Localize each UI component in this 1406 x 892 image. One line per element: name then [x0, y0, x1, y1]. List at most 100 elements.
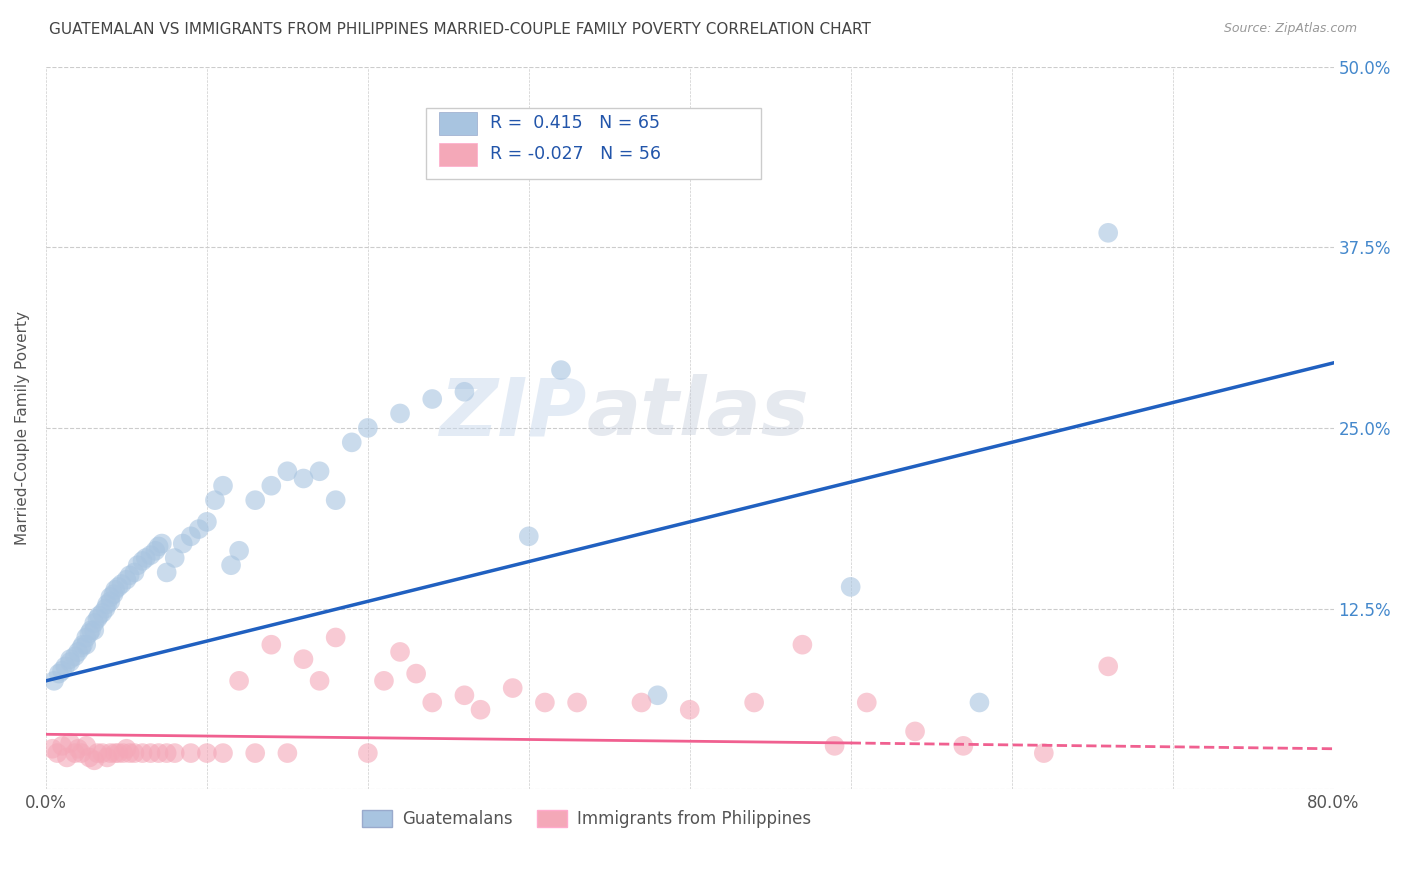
Point — [550, 363, 572, 377]
Point — [470, 703, 492, 717]
Point — [107, 580, 129, 594]
Point — [104, 746, 127, 760]
FancyBboxPatch shape — [439, 112, 477, 135]
Point — [534, 696, 557, 710]
Point — [195, 746, 218, 760]
Point — [340, 435, 363, 450]
Point — [112, 746, 135, 760]
Point — [630, 696, 652, 710]
Point — [212, 746, 235, 760]
Point — [148, 540, 170, 554]
Point — [357, 421, 380, 435]
Point — [139, 548, 162, 562]
Point — [87, 608, 110, 623]
Point — [517, 529, 540, 543]
Point — [83, 615, 105, 630]
Point — [502, 681, 524, 695]
Point — [292, 652, 315, 666]
Point — [70, 746, 93, 760]
Point — [276, 746, 298, 760]
Point — [453, 384, 475, 399]
Point — [163, 551, 186, 566]
Point — [131, 554, 153, 568]
Point — [219, 558, 242, 573]
FancyBboxPatch shape — [426, 108, 761, 178]
Point — [98, 590, 121, 604]
Point — [135, 551, 157, 566]
Point — [75, 739, 97, 753]
Point — [228, 673, 250, 688]
Point — [53, 659, 76, 673]
Point — [59, 736, 82, 750]
Legend: Guatemalans, Immigrants from Philippines: Guatemalans, Immigrants from Philippines — [356, 804, 818, 835]
Point — [420, 696, 443, 710]
Point — [195, 515, 218, 529]
Point — [172, 536, 194, 550]
Text: ZIP: ZIP — [439, 375, 586, 452]
Point — [75, 638, 97, 652]
Point — [103, 587, 125, 601]
Point — [276, 464, 298, 478]
Point — [1032, 746, 1054, 760]
Point — [145, 543, 167, 558]
Point — [41, 741, 63, 756]
Point — [204, 493, 226, 508]
Point — [228, 543, 250, 558]
Point — [98, 594, 121, 608]
Point — [260, 638, 283, 652]
Point — [150, 536, 173, 550]
Point — [67, 741, 90, 756]
Point — [118, 746, 141, 760]
Point — [91, 606, 114, 620]
Point — [308, 464, 330, 478]
Point — [48, 666, 70, 681]
Point — [124, 746, 146, 760]
Point — [96, 597, 118, 611]
Point — [292, 471, 315, 485]
Point — [245, 493, 267, 508]
Point — [118, 568, 141, 582]
Point — [59, 655, 82, 669]
Point — [389, 407, 412, 421]
Text: atlas: atlas — [586, 375, 810, 452]
Point — [453, 688, 475, 702]
Point — [107, 746, 129, 760]
Point — [1097, 659, 1119, 673]
Point — [855, 696, 877, 710]
Point — [79, 626, 101, 640]
Point — [792, 638, 814, 652]
Point — [156, 746, 179, 760]
Y-axis label: Married-Couple Family Poverty: Married-Couple Family Poverty — [15, 311, 30, 545]
Point — [952, 739, 974, 753]
Point — [86, 746, 108, 760]
Point — [96, 750, 118, 764]
Point — [325, 493, 347, 508]
Point — [389, 645, 412, 659]
Point — [647, 688, 669, 702]
Point — [969, 696, 991, 710]
Point — [679, 703, 702, 717]
Point — [110, 577, 132, 591]
Point — [405, 666, 427, 681]
Point — [79, 750, 101, 764]
Point — [63, 746, 86, 760]
Point — [56, 750, 79, 764]
Text: R = -0.027   N = 56: R = -0.027 N = 56 — [491, 145, 661, 163]
Point — [325, 631, 347, 645]
Text: Source: ZipAtlas.com: Source: ZipAtlas.com — [1223, 22, 1357, 36]
Point — [139, 746, 162, 760]
Point — [1097, 226, 1119, 240]
Point — [839, 580, 862, 594]
Point — [420, 392, 443, 406]
Point — [127, 558, 149, 573]
Point — [75, 631, 97, 645]
Point — [124, 566, 146, 580]
Text: R =  0.415   N = 65: R = 0.415 N = 65 — [491, 114, 661, 132]
Point — [51, 664, 73, 678]
Point — [260, 479, 283, 493]
Point — [131, 746, 153, 760]
Point — [148, 746, 170, 760]
Point — [63, 649, 86, 664]
Point — [86, 612, 108, 626]
Point — [187, 522, 209, 536]
